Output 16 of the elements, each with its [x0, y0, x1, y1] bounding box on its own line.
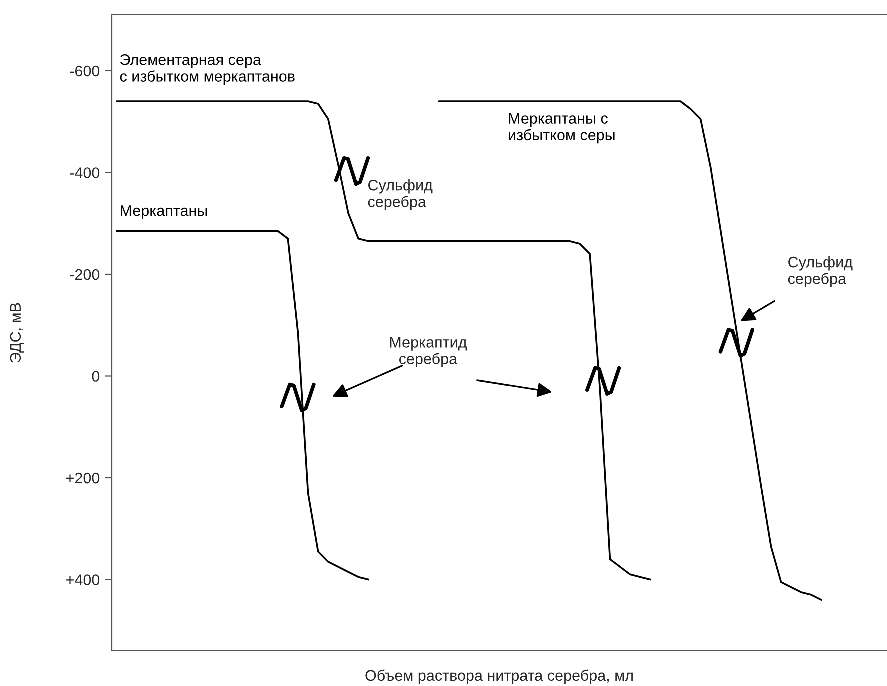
y-tick-label: 0 — [92, 371, 100, 382]
y-tick-label: -200 — [70, 269, 100, 280]
x-axis-title: Объем раствора нитрата серебра, мл — [366, 670, 633, 684]
y-tick-label: -600 — [70, 66, 100, 77]
series-label: Меркаптаны — [121, 206, 208, 220]
annotation: Сульфид серебра — [788, 256, 853, 288]
y-tick-label: +200 — [66, 472, 100, 484]
line-series — [116, 230, 370, 581]
annotation: Меркаптид серебра — [390, 337, 468, 368]
y-axis-title: ЭДС, мВ — [10, 303, 24, 363]
annotation: Сульфид серебра — [368, 180, 433, 210]
series-label: Меркаптаны с избытком серы — [509, 113, 615, 144]
line-series — [116, 100, 652, 581]
y-tick-label: -400 — [70, 168, 100, 178]
y-tick-label: +400 — [66, 574, 100, 586]
series-label: Элементарная сера с избытком меркаптанов — [120, 54, 295, 85]
